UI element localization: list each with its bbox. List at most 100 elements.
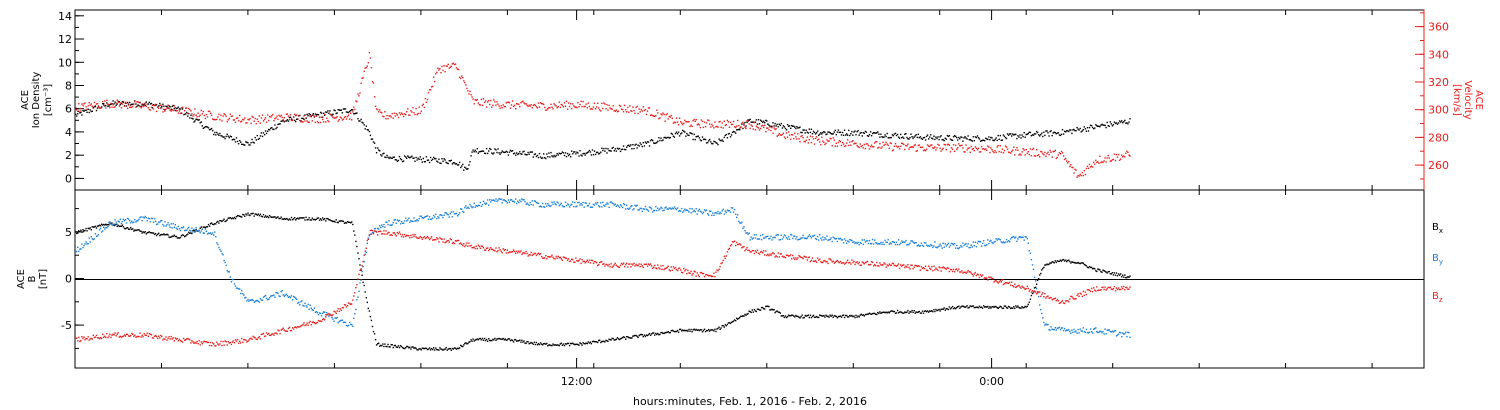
- data-point: [648, 145, 651, 147]
- data-point: [316, 120, 319, 123]
- data-point: [222, 340, 224, 343]
- data-point: [1038, 277, 1040, 280]
- data-point: [879, 143, 881, 145]
- data-point: [496, 101, 498, 103]
- data-point: [882, 141, 884, 143]
- data-point: [778, 256, 780, 258]
- data-point: [482, 339, 485, 342]
- data-point: [426, 159, 429, 161]
- data-point: [646, 141, 649, 143]
- data-point: [669, 136, 671, 139]
- data-point: [209, 223, 212, 225]
- data-point: [131, 103, 133, 105]
- data-point: [754, 250, 757, 252]
- data-point: [946, 244, 949, 246]
- data-point: [90, 236, 92, 238]
- data-point: [443, 238, 445, 240]
- data-point: [554, 156, 556, 158]
- data-point: [445, 212, 447, 214]
- data-point: [161, 105, 163, 107]
- data-point: [1101, 331, 1103, 334]
- data-point: [969, 246, 971, 249]
- data-point: [426, 215, 429, 217]
- data-point: [1048, 263, 1050, 265]
- data-point: [570, 204, 572, 206]
- data-point: [324, 113, 326, 116]
- data-point: [508, 201, 511, 203]
- data-point: [540, 103, 543, 105]
- data-point: [1100, 330, 1102, 333]
- data-point: [647, 141, 650, 143]
- data-point: [423, 161, 426, 163]
- data-point: [830, 259, 832, 261]
- data-point: [1012, 236, 1014, 238]
- data-point: [695, 136, 697, 138]
- data-point: [890, 136, 892, 139]
- data-point: [112, 104, 114, 106]
- data-point: [270, 295, 272, 297]
- data-point: [1094, 163, 1096, 165]
- data-point: [220, 250, 222, 252]
- data-point: [807, 256, 809, 259]
- data-point: [650, 333, 653, 335]
- data-point: [630, 266, 632, 268]
- data-point: [1120, 158, 1122, 160]
- data-point: [230, 218, 233, 220]
- data-point: [283, 329, 285, 331]
- data-point: [760, 306, 763, 309]
- data-point: [649, 263, 652, 265]
- data-point: [649, 139, 652, 142]
- data-point: [688, 134, 690, 137]
- data-point: [871, 132, 874, 135]
- data-point: [442, 241, 444, 243]
- data-point: [753, 121, 756, 124]
- data-point: [441, 158, 443, 160]
- data-point: [696, 135, 698, 138]
- data-point: [738, 124, 740, 127]
- data-point: [698, 329, 701, 332]
- data-point: [733, 319, 736, 321]
- data-point: [168, 105, 170, 107]
- data-point: [1074, 168, 1076, 170]
- data-point: [784, 235, 787, 237]
- data-point: [393, 156, 395, 158]
- data-point: [433, 347, 435, 349]
- data-point: [181, 341, 184, 343]
- data-point: [345, 118, 348, 120]
- data-point: [810, 259, 813, 262]
- data-point: [451, 163, 454, 165]
- data-point: [702, 138, 705, 141]
- data-point: [437, 216, 439, 218]
- data-point: [786, 316, 789, 318]
- data-point: [657, 264, 659, 266]
- data-point: [800, 256, 802, 258]
- data-point: [552, 343, 554, 345]
- data-point: [1033, 276, 1036, 279]
- data-point: [1034, 155, 1037, 157]
- data-point: [220, 220, 222, 222]
- data-point: [117, 220, 119, 222]
- data-point: [332, 116, 334, 118]
- data-point: [515, 154, 517, 156]
- data-point: [584, 154, 586, 156]
- data-point: [257, 213, 259, 215]
- data-point: [755, 251, 758, 253]
- data-point: [306, 322, 308, 324]
- data-point: [757, 252, 760, 254]
- data-point: [468, 164, 470, 166]
- data-point: [271, 333, 273, 335]
- data-point: [377, 343, 379, 345]
- data-point: [150, 334, 153, 336]
- data-point: [367, 238, 369, 240]
- data-point: [702, 272, 705, 275]
- data-point: [264, 130, 267, 132]
- data-point: [588, 202, 591, 205]
- data-point: [361, 121, 363, 124]
- data-point: [672, 330, 675, 332]
- data-point: [855, 241, 857, 244]
- data-point: [496, 338, 498, 340]
- data-point: [480, 150, 483, 152]
- data-point: [1045, 155, 1047, 157]
- data-point: [862, 147, 864, 149]
- data-point: [147, 103, 149, 105]
